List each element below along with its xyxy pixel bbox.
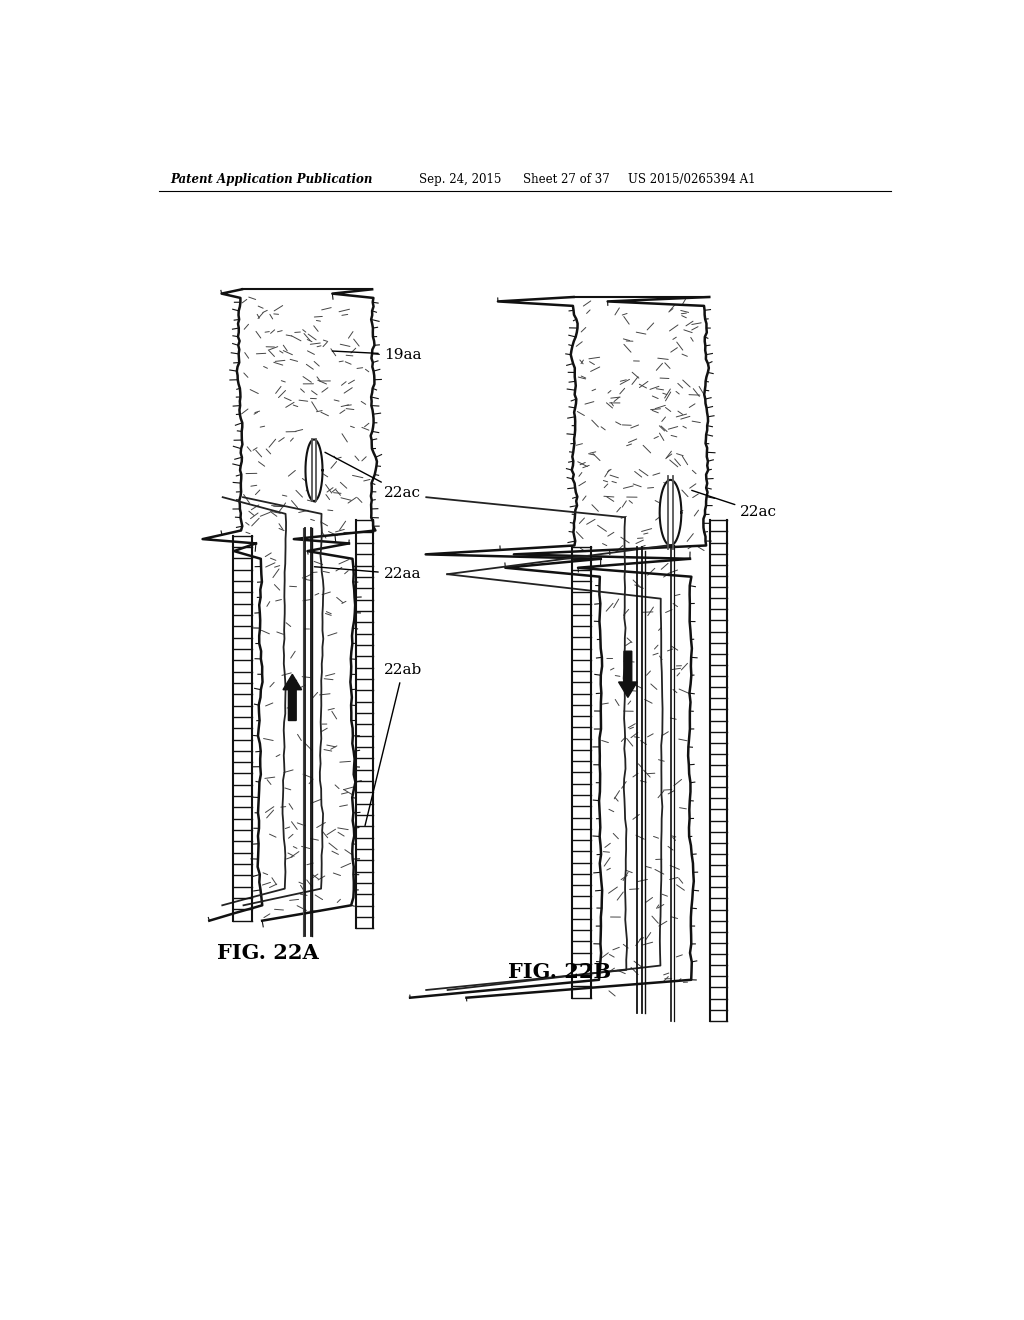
- Text: Sep. 24, 2015: Sep. 24, 2015: [419, 173, 501, 186]
- Text: US 2015/0265394 A1: US 2015/0265394 A1: [628, 173, 756, 186]
- Text: 22ac: 22ac: [325, 453, 421, 500]
- Text: 22ac: 22ac: [692, 490, 777, 520]
- Text: FIG. 22A: FIG. 22A: [217, 942, 318, 964]
- Polygon shape: [426, 297, 710, 558]
- Text: Sheet 27 of 37: Sheet 27 of 37: [523, 173, 610, 186]
- FancyArrow shape: [283, 675, 302, 721]
- Polygon shape: [572, 281, 713, 301]
- Polygon shape: [305, 440, 323, 502]
- Text: Patent Application Publication: Patent Application Publication: [171, 173, 373, 186]
- FancyArrow shape: [618, 651, 637, 697]
- Text: 22ab: 22ab: [365, 664, 422, 825]
- Text: 19aa: 19aa: [332, 347, 421, 362]
- Polygon shape: [659, 480, 681, 545]
- Polygon shape: [410, 558, 694, 998]
- Text: FIG. 22B: FIG. 22B: [508, 962, 611, 982]
- Polygon shape: [242, 275, 372, 297]
- Text: 22aa: 22aa: [314, 566, 421, 581]
- Polygon shape: [209, 544, 355, 921]
- Polygon shape: [203, 289, 377, 544]
